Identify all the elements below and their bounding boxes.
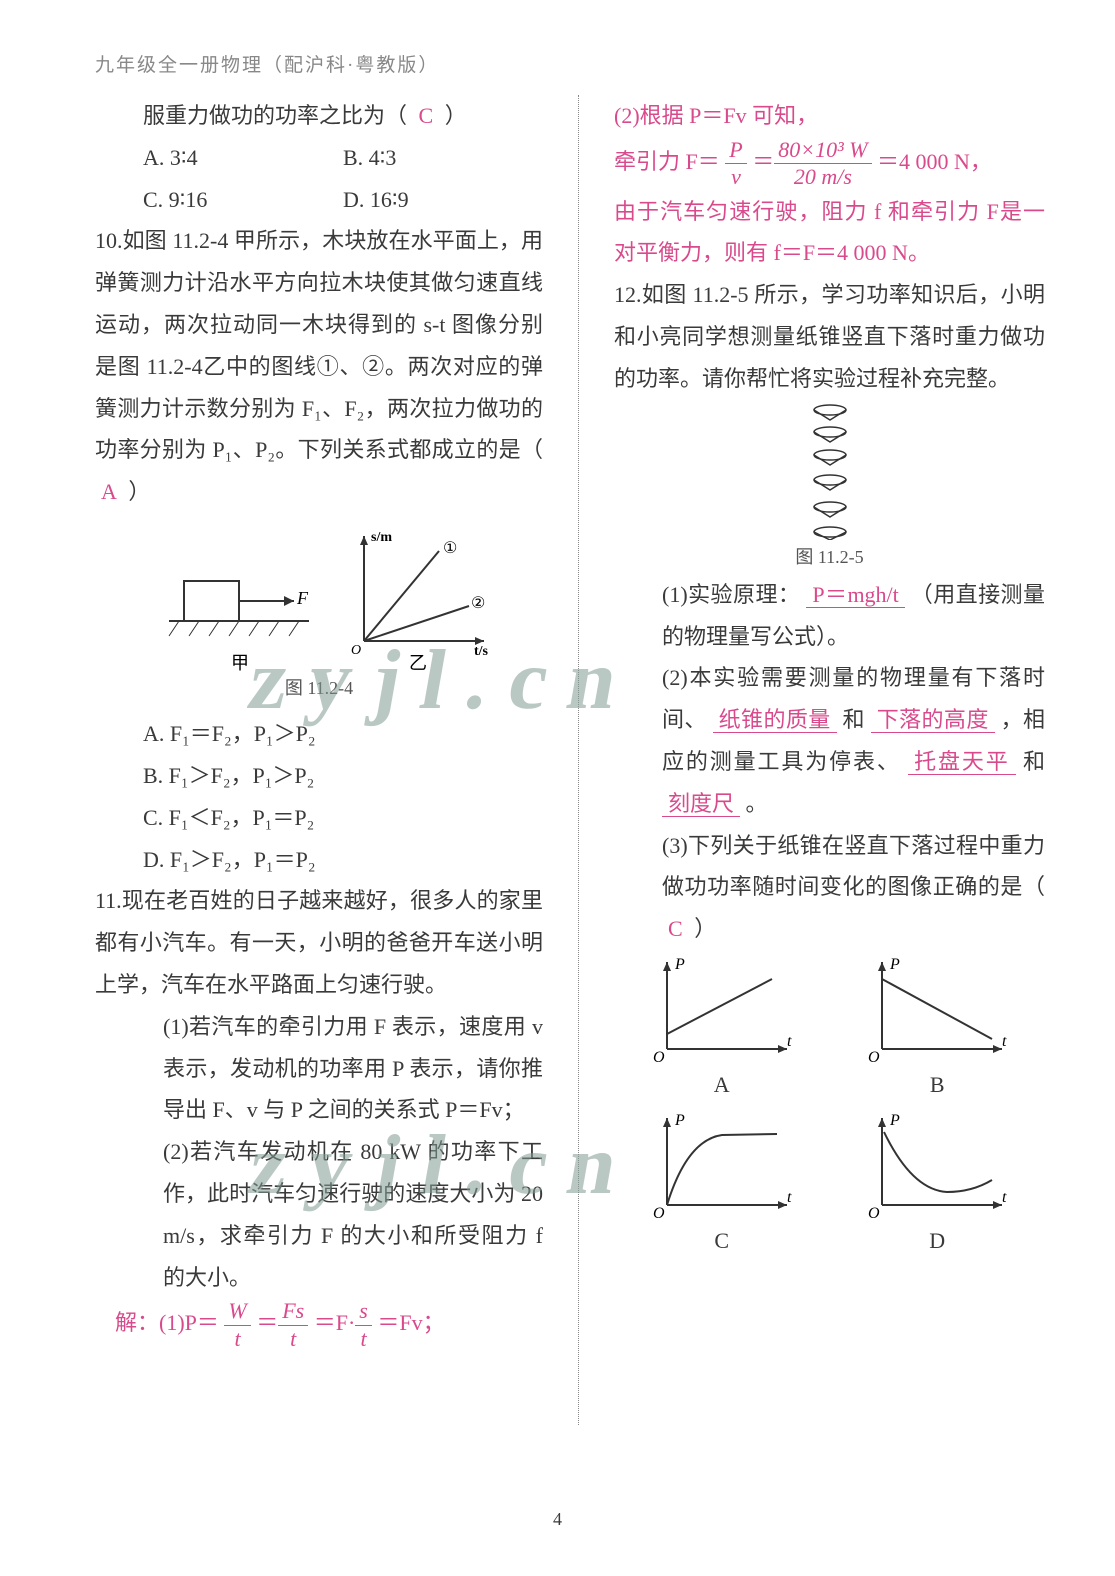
svg-text:O: O — [653, 1205, 665, 1220]
graph-c: P t O C — [647, 1110, 797, 1262]
graph-b-label: B — [862, 1064, 1012, 1106]
q10-opt-a: A. F₁＝F₂，P₁＞P₂ — [95, 713, 543, 755]
opts-row1: A. 3∶4 B. 4∶3 — [95, 137, 543, 179]
q10-figure: F 甲 s/m t/s O ① ② 乙 — [95, 521, 543, 705]
q-cont-close: ） — [445, 103, 467, 128]
q12-sub2: (2)本实验需要测量的物理量有下落时间、 纸锥的质量 和 下落的高度 ，相应的测… — [614, 657, 1045, 824]
opt-b: B. 4∶3 — [343, 137, 543, 179]
q12-s2ans1: 纸锥的质量 — [713, 707, 837, 733]
sol-prefix: 解：(1)P＝ — [115, 1310, 219, 1335]
q12: 12.如图 11.2-5 所示，学习功率知识后，小明和小亮同学想测量纸锥竖直下落… — [614, 274, 1045, 399]
q12-s3b: ） — [694, 916, 716, 941]
graph-d: P t O D — [862, 1110, 1012, 1262]
q12-s2m2: 和 — [1023, 749, 1045, 774]
q11-sub1: (1)若汽车的牵引力用 F 表示，速度用 v 表示，发动机的功率用 P 表示，请… — [95, 1006, 543, 1131]
q10-opt-b: B. F₁＞F₂，P₁＞P₂ — [95, 755, 543, 797]
q11-num: 11. — [95, 880, 122, 922]
q10-fig-caption: 图 11.2-4 — [95, 671, 543, 705]
svg-text:O: O — [868, 1205, 880, 1220]
svg-text:P: P — [889, 1112, 900, 1129]
sol2-l2a: 牵引力 F＝ — [614, 149, 720, 174]
q12-s1a: (1)实验原理： — [662, 582, 800, 607]
left-column: 服重力做功的功率之比为（ C ） A. 3∶4 B. 4∶3 C. 9∶16 D… — [95, 95, 543, 1425]
graph-c-label: C — [647, 1220, 797, 1262]
q12-s2ans3: 托盘天平 — [908, 749, 1016, 775]
svg-text:②: ② — [471, 595, 485, 612]
graph-row-2: P t O C P t O D — [614, 1110, 1045, 1262]
q-cont: 服重力做功的功率之比为（ C ） — [95, 95, 543, 137]
q10-opt-d: D. F₁＞F₂，P₁＝P₂ — [95, 839, 543, 881]
svg-text:t/s: t/s — [474, 644, 489, 659]
q12-s2m1: 和 — [843, 707, 865, 732]
q10: 10.如图 11.2-4 甲所示，木块放在水平面上，用弹簧测力计沿水平方向拉木块… — [95, 220, 543, 513]
q11-sol1: 解：(1)P＝ Wt ＝Fst ＝F·st ＝Fv； — [95, 1298, 543, 1352]
page-header: 九年级全一册物理（配沪科·粤教版） — [95, 48, 439, 84]
q12-s2ans4: 刻度尺 — [662, 791, 740, 817]
content-area: 服重力做功的功率之比为（ C ） A. 3∶4 B. 4∶3 C. 9∶16 D… — [0, 0, 1115, 1425]
page-number: 4 — [553, 1502, 562, 1536]
sol2-l2b: ＝4 000 N， — [877, 149, 992, 174]
q10-answer: A — [95, 479, 123, 504]
opt-c: C. 9∶16 — [143, 179, 343, 221]
q12-figure: 图 11.2-5 — [614, 400, 1045, 574]
svg-text:t: t — [787, 1189, 792, 1206]
q-cont-answer: C — [413, 103, 440, 128]
q11-sub2: (2)若汽车发动机在 80 kW 的功率下工作，此时汽车匀速行驶的速度大小为 2… — [95, 1131, 543, 1298]
q12-s2ans2: 下落的高度 — [871, 707, 995, 733]
svg-text:t: t — [1002, 1033, 1007, 1050]
frac-st: st — [355, 1298, 372, 1352]
svg-text:P: P — [674, 1112, 685, 1129]
q12-sub3: (3)下列关于纸锥在竖直下落过程中重力做功功率随时间变化的图像正确的是（ C ） — [614, 825, 1045, 950]
q10-close: ） — [128, 479, 150, 504]
svg-text:F: F — [296, 588, 309, 608]
q12-sub1: (1)实验原理： P＝mgh/t （用直接测量的物理量写公式）。 — [614, 574, 1045, 658]
graph-a-label: A — [647, 1064, 797, 1106]
q10-svg: F 甲 s/m t/s O ① ② 乙 — [149, 521, 489, 671]
frac-wt: Wt — [224, 1298, 250, 1352]
svg-text:①: ① — [443, 540, 457, 557]
svg-text:s/m: s/m — [371, 530, 392, 545]
opt-d: D. 16∶9 — [343, 179, 543, 221]
sol2-l3: 由于汽车匀速行驶，阻力 f 和牵引力 F是一对平衡力，则有 f＝F＝4 000 … — [614, 191, 1045, 275]
q12-s3a: (3)下列关于纸锥在竖直下落过程中重力做功功率随时间变化的图像正确的是（ — [662, 833, 1045, 900]
graph-row-1: P t O A P t O B — [614, 954, 1045, 1106]
sol-eq: ＝Fv； — [377, 1310, 444, 1335]
q12-text: 如图 11.2-5 所示，学习功率知识后，小明和小亮同学想测量纸锥竖直下落时重力… — [614, 282, 1045, 391]
q12-s1ans: P＝mgh/t — [806, 582, 904, 608]
svg-text:O: O — [653, 1049, 665, 1064]
svg-text:t: t — [787, 1033, 792, 1050]
opts-row2: C. 9∶16 D. 16∶9 — [95, 179, 543, 221]
svg-text:t: t — [1002, 1189, 1007, 1206]
frac-val: 80×10³ W20 m/s — [774, 137, 871, 191]
q12-s2c: 。 — [746, 791, 768, 816]
svg-text:P: P — [889, 956, 900, 973]
right-column: (2)根据 P＝Fv 可知， 牵引力 F＝ Pv ＝80×10³ W20 m/s… — [614, 95, 1045, 1425]
frac-pv: Pv — [725, 137, 746, 191]
svg-text:O: O — [351, 643, 361, 658]
q10-text: 如图 11.2-4 甲所示，木块放在水平面上，用弹簧测力计沿水平方向拉木块使其做… — [95, 228, 543, 462]
q12-fig-caption: 图 11.2-5 — [614, 540, 1045, 574]
sol2-l1: (2)根据 P＝Fv 可知， — [614, 95, 1045, 137]
opt-a: A. 3∶4 — [143, 137, 343, 179]
graph-d-label: D — [862, 1220, 1012, 1262]
q10-opt-c: C. F₁＜F₂，P₁＝P₂ — [95, 797, 543, 839]
graph-b: P t O B — [862, 954, 1012, 1106]
svg-text:O: O — [868, 1049, 880, 1064]
sol2-l2: 牵引力 F＝ Pv ＝80×10³ W20 m/s ＝4 000 N， — [614, 137, 1045, 191]
svg-text:甲: 甲 — [231, 653, 249, 671]
svg-text:乙: 乙 — [409, 653, 427, 671]
graph-a: P t O A — [647, 954, 797, 1106]
q-cont-text: 服重力做功的功率之比为（ — [143, 103, 407, 128]
q10-num: 10. — [95, 220, 123, 262]
svg-text:P: P — [674, 956, 685, 973]
q12-svg — [800, 400, 860, 540]
q12-num: 12. — [614, 274, 642, 316]
q11: 11.现在老百姓的日子越来越好，很多人的家里都有小汽车。有一天，小明的爸爸开车送… — [95, 880, 543, 1005]
q12-s3ans: C — [662, 916, 689, 941]
frac-fst: Fst — [278, 1298, 308, 1352]
q11-text: 现在老百姓的日子越来越好，很多人的家里都有小汽车。有一天，小明的爸爸开车送小明上… — [95, 888, 543, 997]
column-divider — [578, 95, 579, 1425]
